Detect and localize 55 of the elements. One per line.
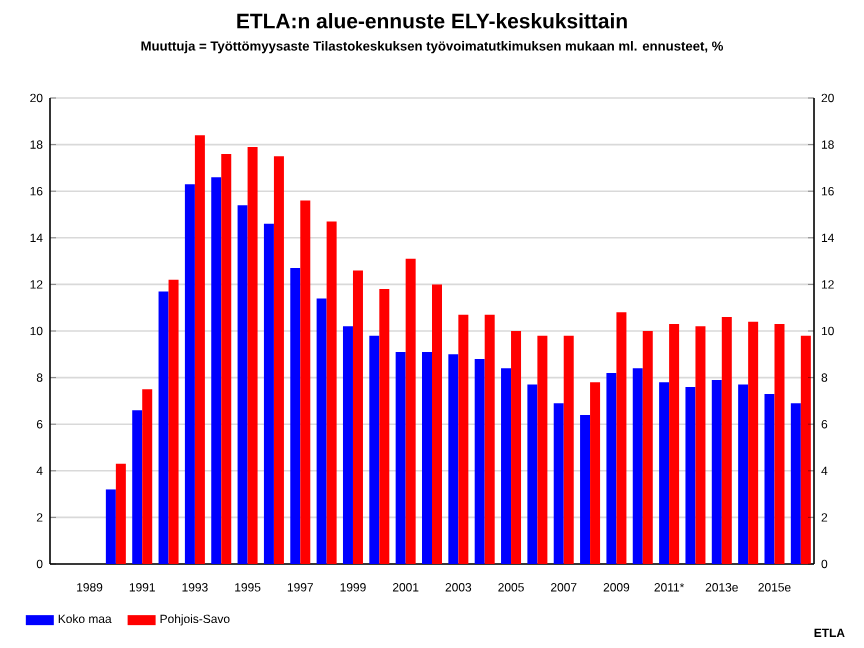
bar: [395, 351, 406, 564]
bar: [168, 279, 179, 564]
bar: [590, 382, 601, 564]
bar: [300, 200, 311, 564]
chart-title: ETLA:n alue-ennuste ELY-keskuksittain: [237, 13, 627, 29]
bar: [474, 358, 485, 564]
bar: [642, 331, 653, 564]
bar: [738, 384, 749, 564]
bar: [326, 221, 337, 564]
bar: [501, 368, 512, 564]
bar: [422, 351, 432, 564]
bar: [379, 289, 390, 564]
bar: [800, 335, 811, 564]
bar: [158, 291, 169, 564]
bar: [273, 156, 284, 564]
bar: [606, 372, 617, 564]
bar: [764, 393, 775, 564]
bar: [448, 354, 459, 564]
bar: [194, 135, 205, 564]
bar: [580, 414, 591, 564]
bar: [563, 335, 574, 564]
bar: [290, 268, 301, 564]
bar: [669, 324, 680, 564]
bar: [484, 314, 495, 564]
bar: [695, 326, 706, 564]
bar: [537, 335, 548, 564]
bar: [790, 403, 801, 564]
bar: [221, 153, 232, 564]
bar: [616, 312, 627, 564]
bar: [774, 324, 785, 564]
bar: [432, 284, 442, 564]
bar: [211, 177, 222, 564]
bar: [316, 298, 327, 564]
bar: [263, 223, 274, 564]
bar: [527, 384, 538, 564]
bar: [553, 403, 564, 564]
bar: [659, 382, 670, 564]
bar: [458, 314, 469, 564]
bar: [132, 410, 143, 564]
bar: [405, 258, 416, 564]
bar: [748, 321, 759, 564]
bar: [115, 463, 126, 564]
bar: [369, 335, 380, 564]
bar: [352, 270, 363, 564]
bar: [105, 489, 116, 564]
bar: [184, 184, 195, 564]
bar: [511, 331, 522, 564]
bar: [142, 389, 153, 564]
bar: [685, 386, 696, 564]
bar: [632, 368, 643, 564]
bar: [247, 146, 258, 564]
bar: [711, 379, 722, 564]
bar: [721, 317, 732, 564]
bar: [237, 205, 248, 564]
bar: [342, 326, 353, 564]
